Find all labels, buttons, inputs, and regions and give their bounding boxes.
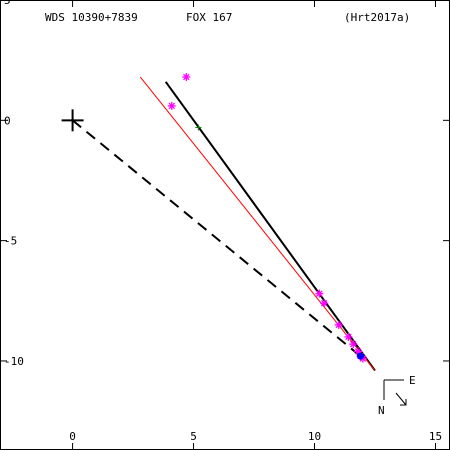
measurement-stroke xyxy=(316,290,323,297)
fit-lines xyxy=(71,76,376,372)
measurement-point xyxy=(167,101,176,110)
motion-fit-line xyxy=(139,76,376,371)
measurement-stroke xyxy=(349,340,357,348)
header-right: (Hrt2017a) xyxy=(344,11,410,24)
data-markers xyxy=(61,73,367,363)
measurement-stroke xyxy=(168,102,176,110)
compass-east-label: E xyxy=(409,374,416,387)
x-tick-label: 15 xyxy=(429,430,442,443)
measurement-point xyxy=(315,289,324,298)
measurement-stroke xyxy=(354,348,362,355)
measurement-stroke xyxy=(335,321,342,329)
node-line xyxy=(71,119,362,357)
measurement-stroke xyxy=(345,333,352,341)
header-center: FOX 167 xyxy=(186,11,232,24)
compass-rose: E N xyxy=(378,374,416,417)
measurement-point xyxy=(182,73,191,82)
measurement-point xyxy=(334,320,343,329)
x-tick-label: 0 xyxy=(69,430,76,443)
x-tick-label: 5 xyxy=(190,430,197,443)
reference-point xyxy=(356,352,364,360)
y-tick-label: -5 xyxy=(4,235,17,248)
y-tick-label: 5 xyxy=(4,0,11,7)
measurement-point xyxy=(349,340,358,349)
compass-north-label: N xyxy=(378,404,385,417)
y-tick-label: 0 xyxy=(4,114,11,127)
measurement-point xyxy=(320,299,329,308)
x-tick-label: 10 xyxy=(308,430,321,443)
measurement-stroke xyxy=(183,73,190,81)
compass-arrow-head xyxy=(400,399,407,406)
compass-motion-arrow xyxy=(395,392,407,406)
y-tick-label: -10 xyxy=(4,355,24,368)
orbit-line xyxy=(164,81,376,372)
measurement-stroke xyxy=(320,299,328,307)
measurement-point xyxy=(344,332,353,341)
header-left: WDS 10390+7839 xyxy=(45,11,138,24)
